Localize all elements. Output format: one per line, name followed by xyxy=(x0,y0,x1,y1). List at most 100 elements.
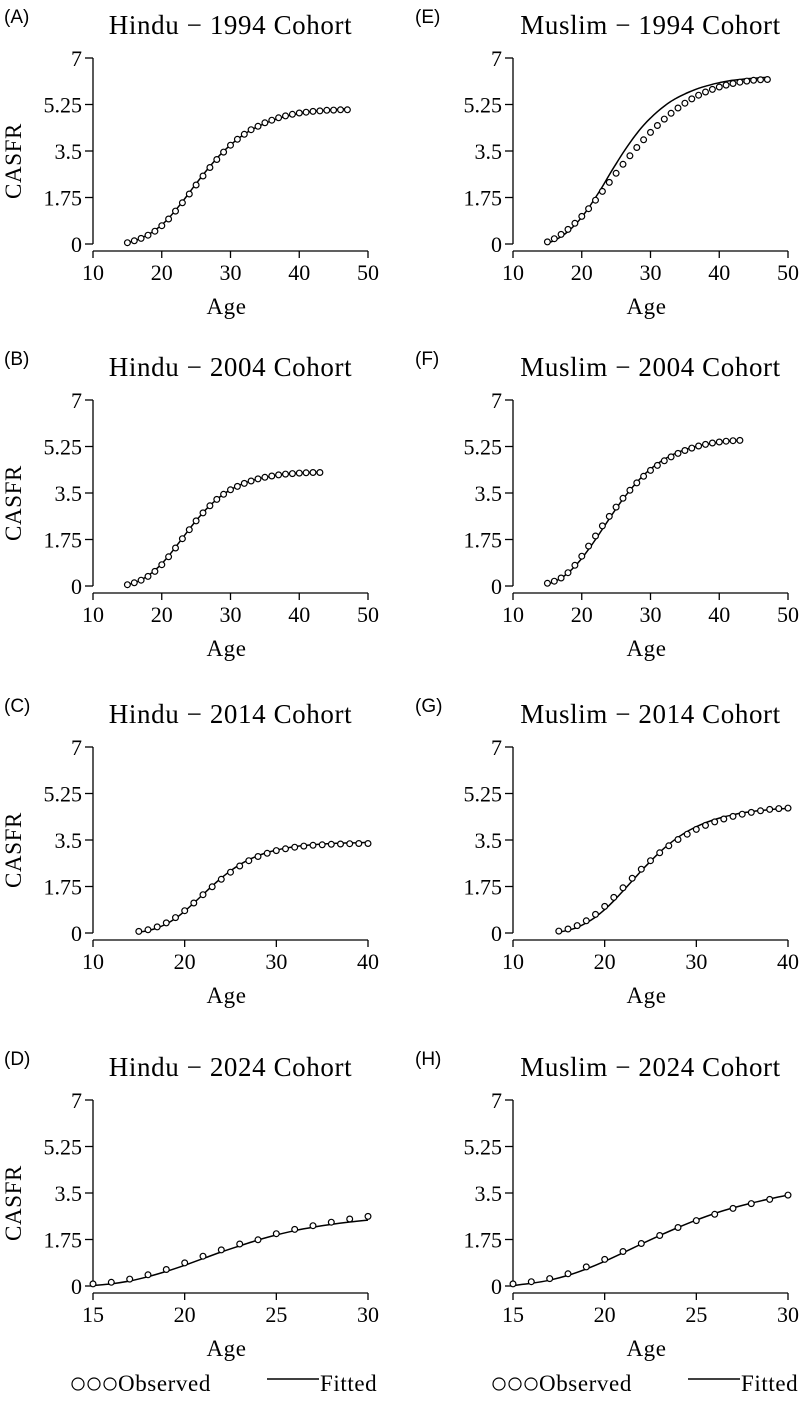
observed-point xyxy=(695,442,703,450)
observed-point xyxy=(637,865,645,873)
observed-point xyxy=(137,576,145,584)
x-tick-label: 10 xyxy=(502,260,524,285)
y-tick-label: 3.5 xyxy=(55,481,83,506)
observed-point xyxy=(708,439,716,447)
observed-point xyxy=(688,444,696,452)
y-tick-label: 1.75 xyxy=(44,186,83,211)
observed-point xyxy=(337,106,345,114)
x-tick-label: 10 xyxy=(82,260,104,285)
observed-point xyxy=(309,107,317,115)
chart-title: Muslim − 2004 Cohort xyxy=(520,352,781,382)
observed-point xyxy=(582,917,590,925)
observed-point xyxy=(756,807,764,815)
y-tick-label: 0 xyxy=(491,574,502,599)
observed-point xyxy=(667,109,675,117)
observed-point xyxy=(715,438,723,446)
x-tick-label: 30 xyxy=(640,602,662,627)
observed-point xyxy=(598,187,606,195)
observed-point xyxy=(199,509,207,517)
observed-point xyxy=(591,910,599,918)
observed-point xyxy=(144,926,152,934)
observed-point xyxy=(151,567,159,575)
x-tick-label: 50 xyxy=(357,260,379,285)
observed-point xyxy=(729,812,737,820)
observed-point xyxy=(674,835,682,843)
y-tick-label: 3.5 xyxy=(475,1181,503,1206)
observed-point xyxy=(747,808,755,816)
x-tick-label: 20 xyxy=(594,1302,616,1327)
y-tick-label: 0 xyxy=(491,1274,502,1299)
observed-point xyxy=(247,126,255,134)
observed-point xyxy=(254,852,262,860)
observed-point xyxy=(364,839,372,847)
y-tick-label: 5.25 xyxy=(44,782,83,807)
x-tick-label: 20 xyxy=(174,949,196,974)
panel-label: (G) xyxy=(415,696,442,717)
y-tick-label: 5.25 xyxy=(44,435,83,460)
x-tick-label: 30 xyxy=(220,260,242,285)
observed-point xyxy=(227,486,235,494)
chart-panel-b: (B) Hindu − 2004 Cohort 0 1.75 3.5 5.25 7 10 20 3… xyxy=(1,349,379,661)
observed-point xyxy=(302,108,310,116)
observed-point xyxy=(747,1200,755,1208)
observed-point xyxy=(123,239,131,247)
observed-point xyxy=(153,923,161,931)
observed-point xyxy=(247,477,255,485)
observed-point xyxy=(775,805,783,813)
observed-point xyxy=(178,199,186,207)
x-tick-label: 40 xyxy=(708,602,730,627)
observed-point xyxy=(254,475,262,483)
observed-point xyxy=(208,883,216,891)
observed-point xyxy=(633,479,641,487)
observed-point xyxy=(619,494,627,502)
panel-label: (C) xyxy=(4,696,30,717)
y-tick-label: 5.25 xyxy=(464,1135,503,1160)
chart-title: Muslim − 1994 Cohort xyxy=(520,10,781,40)
observed-point xyxy=(240,479,248,487)
observed-point xyxy=(612,169,620,177)
chart-title: Hindu − 2004 Cohort xyxy=(109,352,352,382)
x-tick-label: 20 xyxy=(571,260,593,285)
observed-point xyxy=(527,1278,535,1286)
observed-point xyxy=(192,517,200,525)
observed-point xyxy=(619,884,627,892)
observed-point xyxy=(708,85,716,93)
y-tick-label: 7 xyxy=(71,388,82,413)
observed-point xyxy=(291,843,299,851)
y-tick-label: 1.75 xyxy=(44,875,83,900)
x-tick-label: 30 xyxy=(220,602,242,627)
observed-point xyxy=(578,552,586,560)
x-tick-label: 50 xyxy=(777,602,799,627)
observed-point xyxy=(236,1240,244,1248)
observed-point xyxy=(172,914,180,922)
observed-point xyxy=(564,569,572,577)
observed-point xyxy=(667,453,675,461)
y-tick-label: 1.75 xyxy=(464,875,503,900)
observed-point xyxy=(162,919,170,927)
fitted-series-line xyxy=(127,471,320,586)
observed-point xyxy=(245,857,253,865)
y-axis-label: CASFR xyxy=(1,465,26,541)
y-tick-label: 0 xyxy=(71,921,82,946)
y-tick-label: 1.75 xyxy=(464,1228,503,1253)
observed-point xyxy=(295,469,303,477)
x-tick-label: 40 xyxy=(357,949,379,974)
observed-point xyxy=(181,907,189,915)
legend-fitted-label: Fitted xyxy=(320,1371,377,1396)
observed-point xyxy=(619,160,627,168)
observed-point xyxy=(766,805,774,813)
observed-point xyxy=(190,899,198,907)
observed-point xyxy=(220,148,228,156)
observed-point xyxy=(272,847,280,855)
observed-point xyxy=(217,875,225,883)
x-tick-label: 30 xyxy=(265,949,287,974)
observed-point xyxy=(660,457,668,465)
observed-point xyxy=(300,842,308,850)
observed-point xyxy=(151,227,159,235)
observed-point xyxy=(123,581,131,589)
observed-point xyxy=(236,862,244,870)
observed-point xyxy=(564,225,572,233)
y-tick-label: 7 xyxy=(71,1088,82,1113)
y-tick-label: 0 xyxy=(71,574,82,599)
x-tick-label: 30 xyxy=(777,1302,799,1327)
